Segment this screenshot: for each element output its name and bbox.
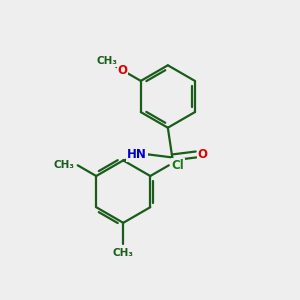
Text: CH₃: CH₃ (96, 56, 117, 66)
Text: Cl: Cl (172, 159, 184, 172)
Text: CH₃: CH₃ (113, 248, 134, 258)
Text: CH₃: CH₃ (54, 160, 75, 170)
Text: HN: HN (127, 148, 147, 161)
Text: O: O (117, 64, 127, 77)
Text: O: O (198, 148, 208, 161)
